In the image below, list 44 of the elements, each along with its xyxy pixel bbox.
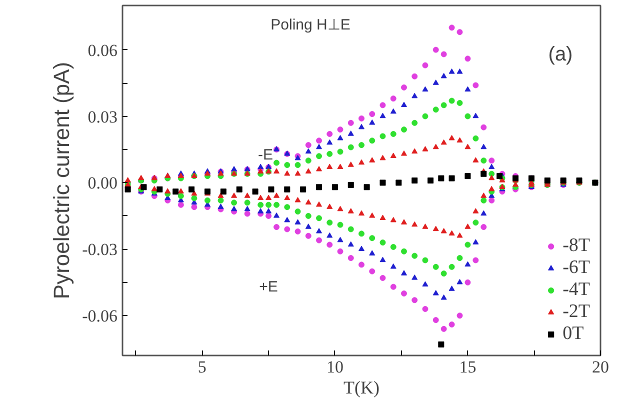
- point: [364, 184, 370, 190]
- point: [172, 188, 179, 195]
- point: [316, 184, 322, 190]
- legend-label: -4T: [562, 279, 590, 301]
- legend-label: -8T: [562, 235, 590, 257]
- annotation: Poling H⊥E: [270, 16, 350, 34]
- point: [300, 186, 306, 192]
- point: [348, 182, 354, 188]
- y-tick-label: 0.00: [88, 174, 118, 193]
- y-tick-label: -0.03: [82, 240, 118, 260]
- point: [236, 186, 242, 192]
- point: [480, 170, 487, 177]
- point: [412, 178, 418, 184]
- x-tick-label: 15: [459, 358, 476, 376]
- point: [332, 184, 338, 190]
- point: [428, 178, 434, 184]
- x-tick-label: 5: [198, 358, 206, 376]
- legend-label: 0T: [562, 323, 584, 345]
- x-tick-label: 10: [326, 358, 344, 376]
- point: [284, 186, 290, 192]
- y-tick-label: 0.06: [88, 40, 118, 60]
- annotation: (a): [548, 44, 573, 66]
- x-axis-title: T(K): [344, 378, 380, 398]
- point: [380, 180, 386, 186]
- point: [438, 341, 444, 348]
- point: [438, 175, 444, 182]
- point: [140, 184, 147, 190]
- point: [252, 188, 258, 195]
- point: [188, 186, 195, 192]
- annotation: +E: [259, 278, 278, 296]
- point: [464, 173, 471, 180]
- point: [396, 180, 402, 186]
- y-tick-label: -0.06: [82, 306, 118, 326]
- legend-label: -6T: [562, 257, 590, 279]
- point: [448, 175, 455, 182]
- point: [156, 186, 163, 192]
- annotation: -E: [258, 146, 273, 164]
- point: [496, 173, 503, 180]
- point: [268, 186, 274, 192]
- legend-label: -2T: [562, 301, 590, 323]
- y-axis-title: Pyroelectric current (pA): [49, 62, 74, 300]
- y-tick-label: 0.03: [88, 107, 118, 126]
- x-tick-label: 20: [592, 358, 609, 376]
- point: [220, 188, 226, 195]
